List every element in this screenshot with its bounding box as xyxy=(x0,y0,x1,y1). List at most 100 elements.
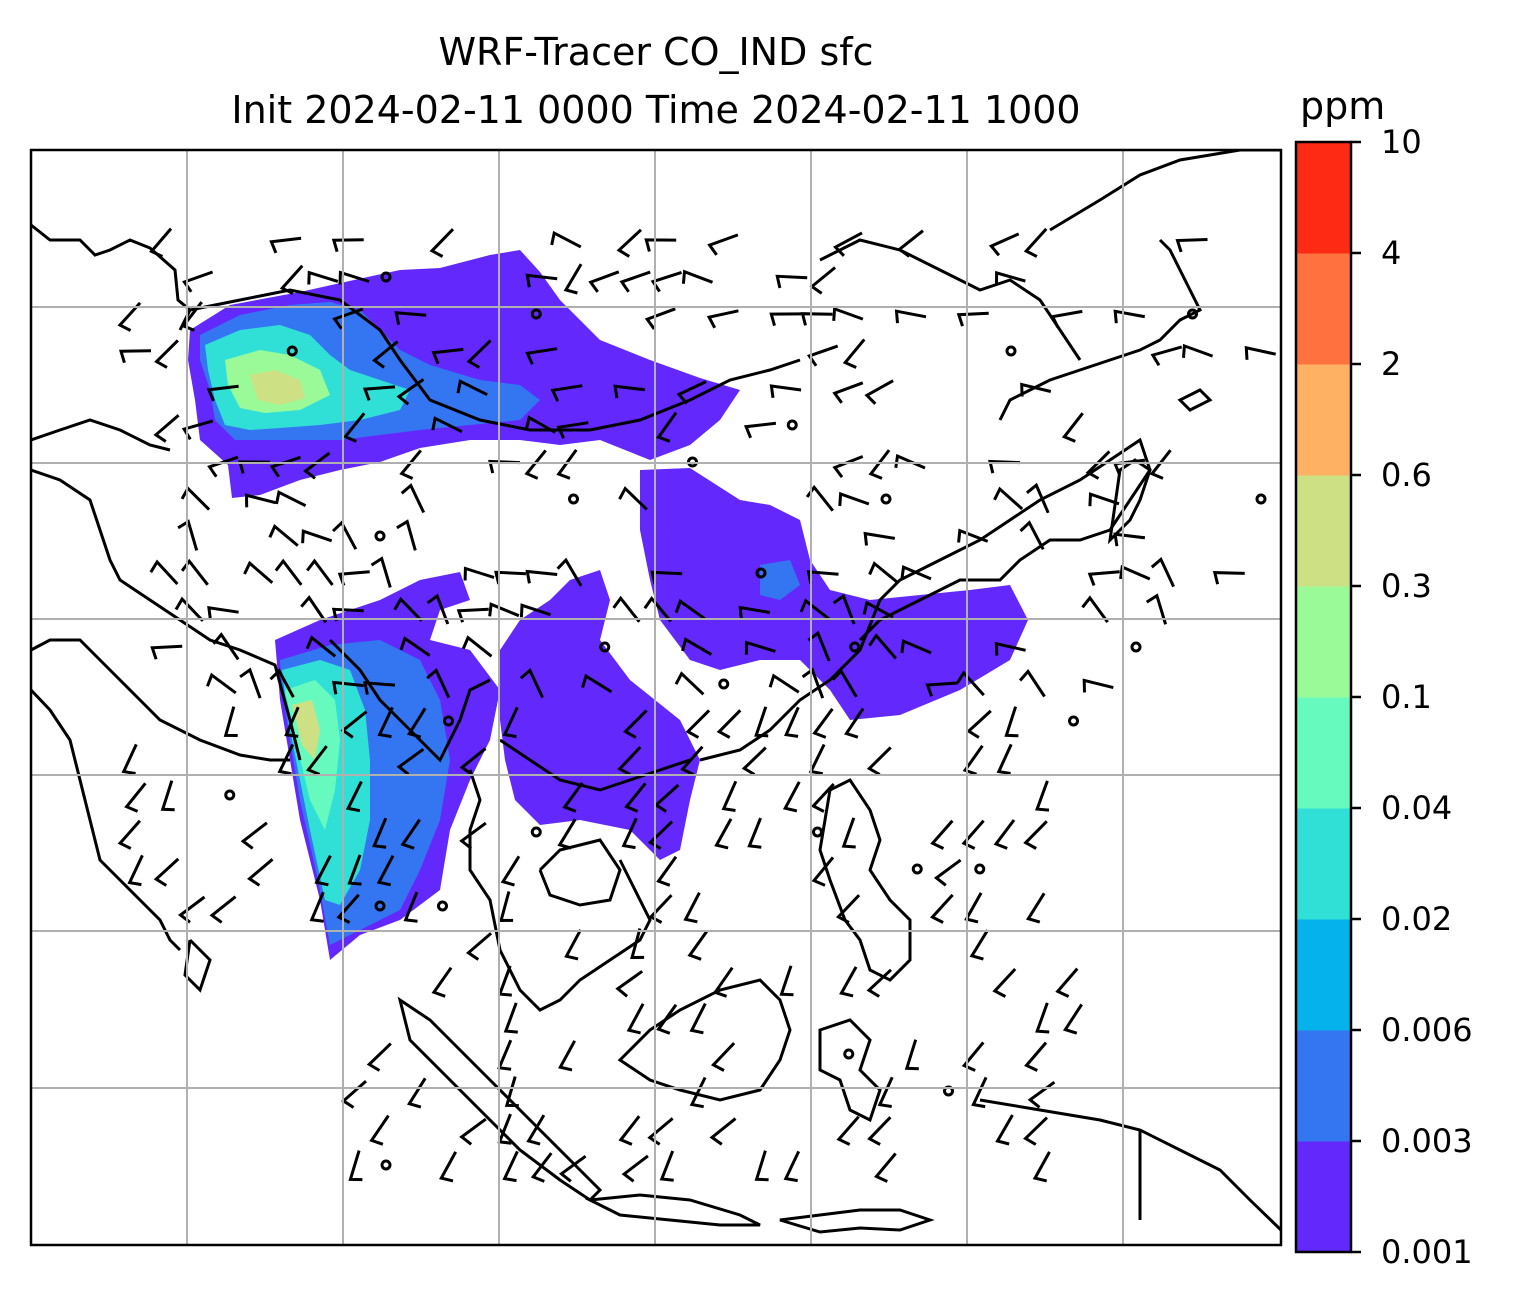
wind-barb xyxy=(994,641,1026,656)
map-title-line2: Init 2024-02-11 0000 Time 2024-02-11 100… xyxy=(231,88,1081,132)
wind-barb xyxy=(626,1003,645,1035)
wind-barb xyxy=(744,640,776,655)
wind-barb xyxy=(836,1115,860,1146)
colorbar-tick-label: 0.003 xyxy=(1381,1122,1473,1160)
coast-philippines xyxy=(818,778,912,982)
wind-barb xyxy=(687,929,709,961)
wind-barb xyxy=(301,529,333,544)
wind-barb xyxy=(622,709,648,739)
wind-barb xyxy=(403,891,419,923)
wind-barb xyxy=(810,782,835,813)
coast-newguinea xyxy=(979,1098,1281,1232)
wind-barb xyxy=(782,781,801,813)
wind-barb xyxy=(841,817,856,849)
wind-barb xyxy=(1113,309,1146,324)
wind-barb xyxy=(754,706,769,738)
wind-barb xyxy=(993,486,1024,511)
wind-barb xyxy=(309,891,325,923)
wind-barb xyxy=(644,307,676,330)
wind-barb xyxy=(618,1115,641,1146)
wind-barb xyxy=(613,384,646,399)
wind-barb xyxy=(868,633,897,660)
wind-barb xyxy=(182,270,214,293)
wind-barb xyxy=(659,1150,675,1182)
plume-north-max xyxy=(250,370,305,405)
colorbar-segment xyxy=(1296,697,1351,809)
map-area xyxy=(31,150,1281,1245)
wind-barb xyxy=(930,819,954,850)
wind-barb xyxy=(348,1150,363,1182)
wind-barb xyxy=(894,309,927,324)
calm-circle xyxy=(568,493,579,505)
wind-barb xyxy=(1088,492,1120,507)
colorbar-segment xyxy=(1296,1030,1351,1142)
wind-barb xyxy=(800,312,833,326)
wind-barb xyxy=(712,966,734,998)
wind-barb xyxy=(394,311,427,325)
coast-lesser-sunda xyxy=(779,1208,935,1234)
wind-barb xyxy=(676,380,707,405)
coast-sulawesi xyxy=(818,1018,882,1123)
wind-barb xyxy=(127,854,144,887)
wind-barb xyxy=(563,263,583,295)
wind-barb xyxy=(971,1076,988,1109)
coast-china xyxy=(699,437,1152,762)
wind-barb xyxy=(181,419,214,441)
wind-barb xyxy=(862,600,894,619)
wind-barb xyxy=(466,339,492,369)
wind-barb xyxy=(117,301,142,332)
wind-barb xyxy=(461,635,493,658)
wind-barb xyxy=(993,819,1016,850)
wind-barb xyxy=(832,381,864,404)
wind-barb xyxy=(1023,227,1048,258)
calm-circle xyxy=(718,678,730,690)
coast-india xyxy=(31,223,302,993)
wind-barb xyxy=(160,780,175,812)
wind-barb xyxy=(1004,706,1019,738)
wind-barb xyxy=(1145,593,1168,625)
calm-circle xyxy=(1068,715,1079,727)
wind-barb xyxy=(550,230,582,249)
wind-barb xyxy=(239,667,262,699)
wind-barb xyxy=(524,415,557,434)
wind-barb xyxy=(154,339,179,369)
calm-circle xyxy=(843,1048,855,1060)
calm-circle xyxy=(380,271,392,283)
wind-barb xyxy=(306,558,334,586)
wind-barb xyxy=(1182,343,1214,359)
border-mongolia-china xyxy=(189,288,801,432)
wind-barb xyxy=(564,929,582,961)
wind-barb xyxy=(961,819,985,850)
wind-barb xyxy=(243,560,274,584)
wind-barb xyxy=(650,270,682,293)
wind-barb xyxy=(345,780,363,813)
wind-barb xyxy=(811,856,835,887)
colorbar-tick-label: 10 xyxy=(1381,123,1422,161)
wind-barb xyxy=(925,681,958,697)
wind-barb xyxy=(779,965,794,997)
wind-barb xyxy=(406,707,427,739)
wind-barb xyxy=(866,746,892,776)
wind-barb xyxy=(269,236,302,254)
wind-barb xyxy=(689,1002,707,1035)
wind-barb xyxy=(205,672,237,695)
colorbar-segment xyxy=(1296,475,1351,587)
plume-myanmar-peak xyxy=(292,700,320,760)
wind-barb xyxy=(177,519,199,551)
map-frame xyxy=(29,148,1283,1247)
wind-barb xyxy=(995,1114,1014,1146)
gridlines xyxy=(31,150,1281,1245)
calm-circle xyxy=(380,1159,392,1171)
wind-barb xyxy=(904,1039,919,1071)
wind-barb xyxy=(558,1040,577,1072)
calm-circle xyxy=(812,826,823,838)
colorbar-tick-label: 0.1 xyxy=(1381,678,1432,716)
wind-barb xyxy=(621,1154,649,1183)
wind-barb xyxy=(644,238,677,252)
wind-barb xyxy=(674,598,706,620)
colorbar-tick-label: 0.006 xyxy=(1381,1011,1473,1049)
wind-barb xyxy=(806,344,839,367)
wind-barb xyxy=(716,709,742,739)
wind-barb xyxy=(406,1077,427,1109)
calm-circle xyxy=(786,419,798,431)
